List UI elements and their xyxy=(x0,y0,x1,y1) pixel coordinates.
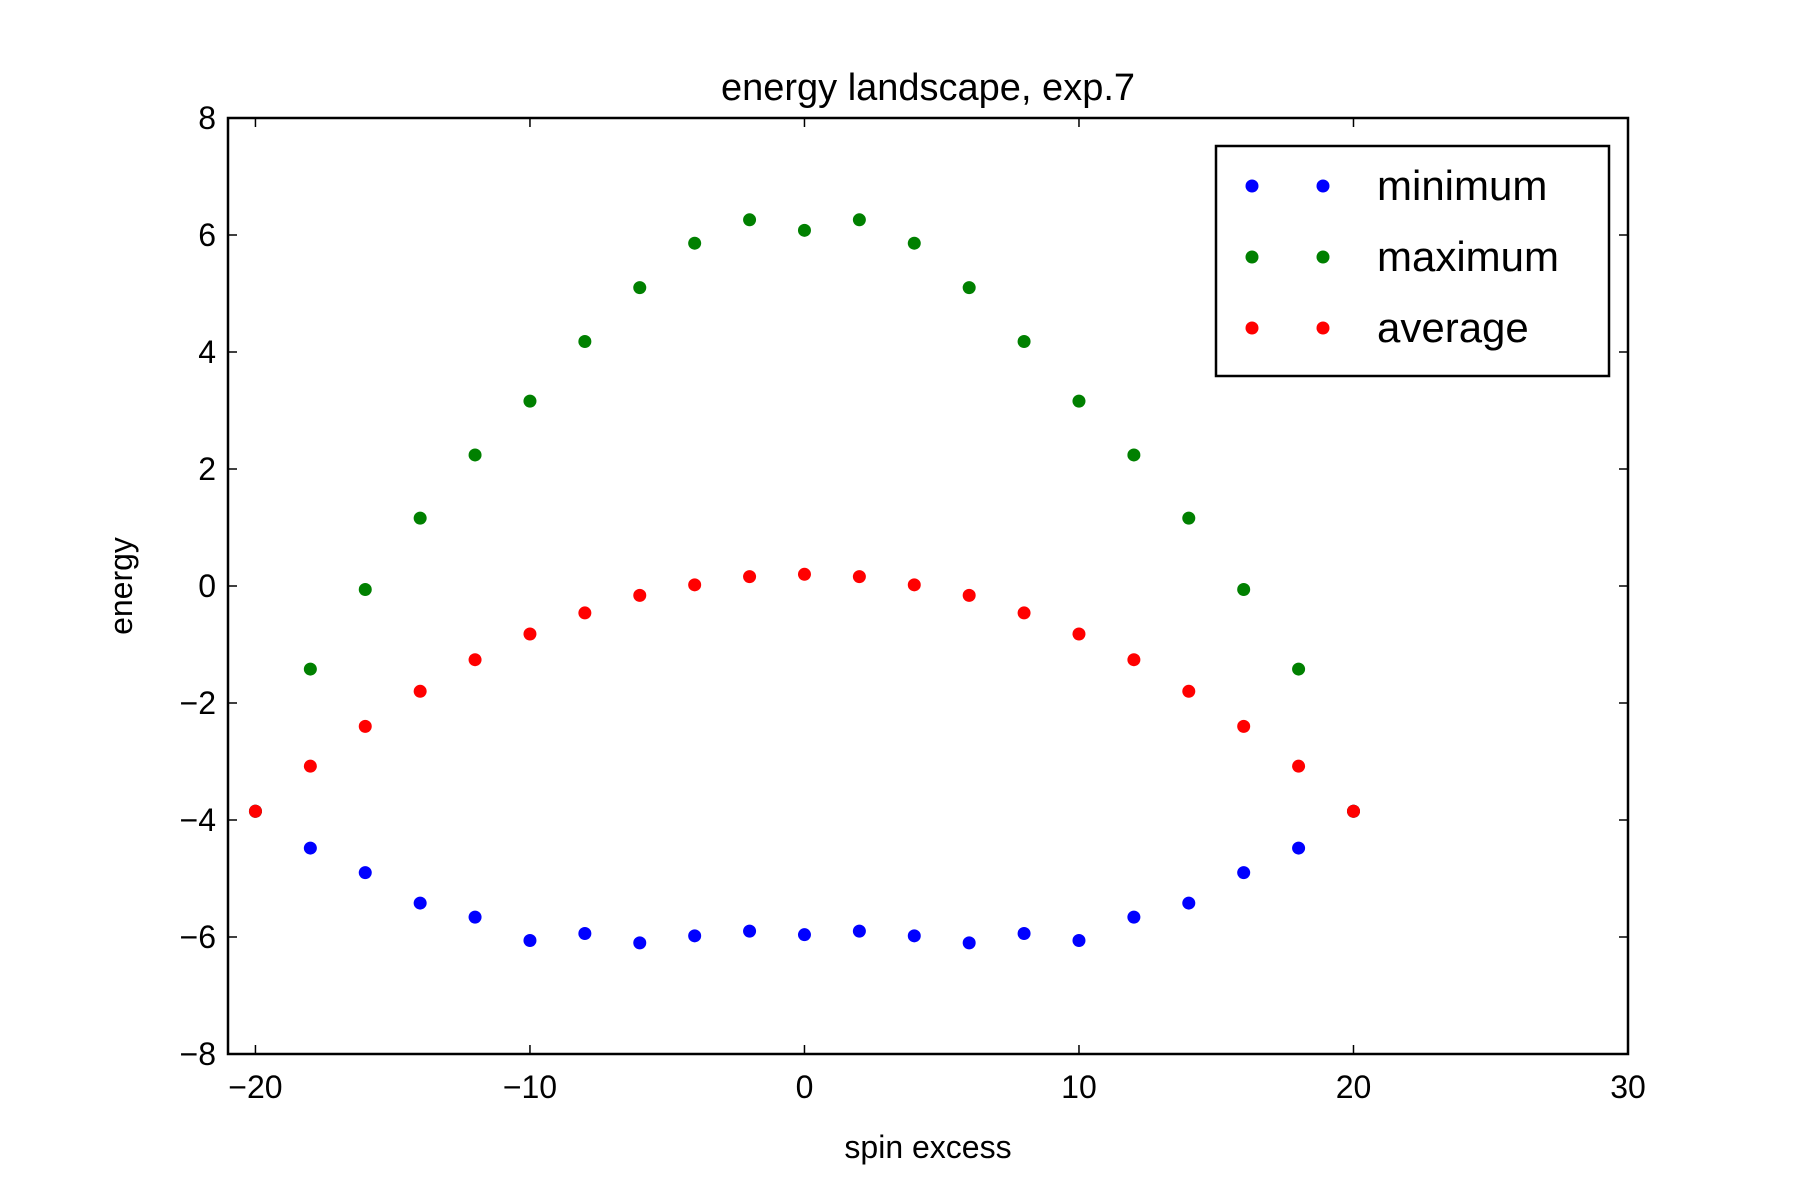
y-tick-label: 2 xyxy=(198,451,216,487)
legend-marker xyxy=(1245,250,1259,264)
data-point-minimum xyxy=(1237,866,1251,880)
x-tick-label: 10 xyxy=(1061,1069,1097,1105)
y-tick-label: 4 xyxy=(198,334,216,370)
legend-box xyxy=(1214,144,1611,378)
data-point-maximum xyxy=(1292,662,1306,676)
data-point-average xyxy=(852,570,866,584)
series-average xyxy=(248,567,1360,818)
data-point-average xyxy=(1237,719,1251,733)
y-tick-label: −8 xyxy=(180,1036,216,1072)
data-point-minimum xyxy=(468,910,482,924)
y-tick-label: −2 xyxy=(180,685,216,721)
legend-marker xyxy=(1316,321,1330,335)
data-point-maximum xyxy=(962,281,976,295)
legend: minimum maximum average xyxy=(1214,144,1611,378)
data-point-minimum xyxy=(962,936,976,950)
chart-title: energy landscape, exp.7 xyxy=(721,67,1135,109)
data-point-average xyxy=(962,588,976,602)
legend-item-minimum: minimum xyxy=(1245,162,1547,209)
data-point-maximum xyxy=(797,223,811,237)
y-axis-label: energy xyxy=(103,537,139,635)
data-point-maximum xyxy=(1182,511,1196,525)
legend-marker xyxy=(1245,179,1259,193)
data-point-average xyxy=(1072,627,1086,641)
data-point-minimum xyxy=(743,924,757,938)
y-tick-label: 6 xyxy=(198,217,216,253)
data-point-average xyxy=(1292,759,1306,773)
data-point-minimum xyxy=(303,841,317,855)
data-point-maximum xyxy=(633,281,647,295)
data-point-average xyxy=(1346,804,1360,818)
data-point-minimum xyxy=(852,924,866,938)
data-point-minimum xyxy=(1292,841,1306,855)
data-point-average xyxy=(907,578,921,592)
legend-label: maximum xyxy=(1377,233,1559,280)
data-point-maximum xyxy=(1072,394,1086,408)
data-point-minimum xyxy=(523,934,537,948)
data-point-minimum xyxy=(578,926,592,940)
data-point-minimum xyxy=(413,896,427,910)
data-point-minimum xyxy=(1072,934,1086,948)
y-tick-label: 0 xyxy=(198,568,216,604)
data-point-maximum xyxy=(578,334,592,348)
x-tick-label: 30 xyxy=(1610,1069,1646,1105)
data-point-maximum xyxy=(1017,334,1031,348)
legend-label: minimum xyxy=(1377,162,1547,209)
data-point-average xyxy=(523,627,537,641)
data-point-average xyxy=(1182,684,1196,698)
legend-item-average: average xyxy=(1245,304,1529,351)
legend-marker xyxy=(1245,321,1259,335)
x-tick-label: −20 xyxy=(228,1069,282,1105)
data-point-maximum xyxy=(907,236,921,250)
data-point-average xyxy=(1127,653,1141,667)
data-point-maximum xyxy=(358,583,372,597)
data-point-minimum xyxy=(358,866,372,880)
data-point-maximum xyxy=(743,213,757,227)
data-point-average xyxy=(358,719,372,733)
data-point-maximum xyxy=(523,394,537,408)
legend-marker xyxy=(1316,250,1330,264)
data-point-maximum xyxy=(1237,583,1251,597)
data-point-minimum xyxy=(797,928,811,942)
y-tick-label: −4 xyxy=(180,802,216,838)
x-tick-label: −10 xyxy=(503,1069,557,1105)
data-point-average xyxy=(248,804,262,818)
x-tick-label: 20 xyxy=(1336,1069,1372,1105)
data-point-average xyxy=(578,606,592,620)
data-point-average xyxy=(633,588,647,602)
y-tick-label: −6 xyxy=(180,919,216,955)
data-point-maximum xyxy=(852,213,866,227)
legend-label: average xyxy=(1377,304,1529,351)
data-point-average xyxy=(413,684,427,698)
data-point-minimum xyxy=(1017,926,1031,940)
data-point-average xyxy=(1017,606,1031,620)
data-point-minimum xyxy=(1127,910,1141,924)
data-point-maximum xyxy=(1127,448,1141,462)
data-point-maximum xyxy=(303,662,317,676)
data-point-average xyxy=(468,653,482,667)
data-point-average xyxy=(303,759,317,773)
plot-area xyxy=(248,213,1360,950)
data-point-maximum xyxy=(688,236,702,250)
data-point-minimum xyxy=(633,936,647,950)
legend-marker xyxy=(1316,179,1330,193)
data-point-average xyxy=(797,567,811,581)
data-point-minimum xyxy=(1182,896,1196,910)
x-axis-label: spin excess xyxy=(844,1129,1011,1165)
data-point-maximum xyxy=(413,511,427,525)
data-point-minimum xyxy=(688,929,702,943)
data-point-average xyxy=(688,578,702,592)
y-tick-label: 8 xyxy=(198,100,216,136)
data-point-maximum xyxy=(468,448,482,462)
data-point-average xyxy=(743,570,757,584)
x-tick-label: 0 xyxy=(796,1069,814,1105)
legend-item-maximum: maximum xyxy=(1245,233,1559,280)
data-point-minimum xyxy=(907,929,921,943)
